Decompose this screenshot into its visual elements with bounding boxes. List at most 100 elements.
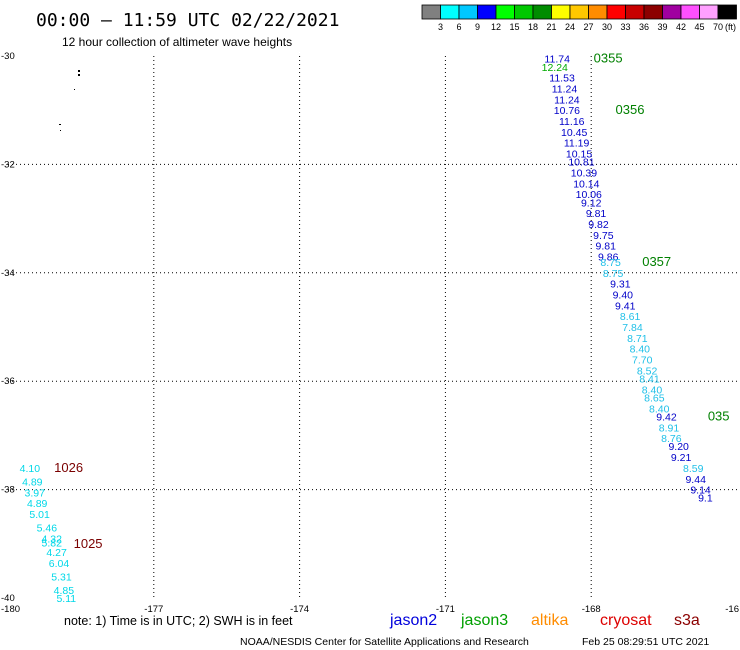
data-label: 8.71: [627, 333, 648, 345]
color-swatch: [532, 4, 552, 20]
data-label: 7.84: [622, 322, 643, 334]
color-swatch: [643, 4, 663, 20]
data-label: 9.21: [671, 452, 692, 464]
data-label: 9.31: [610, 279, 631, 291]
time-annotation: 0356: [616, 102, 645, 117]
color-swatch: [662, 4, 682, 20]
color-swatch: [625, 4, 645, 20]
legend-entry: jason2: [389, 612, 437, 629]
data-label: 8.75: [603, 268, 624, 280]
color-swatch: [551, 4, 571, 20]
data-label: 12.24: [542, 62, 568, 74]
data-label: 8.40: [649, 403, 670, 415]
color-swatch: [514, 4, 534, 20]
annotations: 0355 0356 0357 035 1026 1025: [54, 51, 729, 551]
data-label: 11.19: [564, 138, 590, 150]
data-label: 10.76: [554, 105, 580, 117]
data-label: 5.46: [37, 523, 58, 535]
color-swatch: [588, 4, 608, 20]
data-label: 9.75: [593, 230, 614, 242]
x-tick-label: -174: [290, 604, 309, 615]
data-label: 8.41: [639, 373, 660, 385]
data-label: 9.14: [690, 485, 711, 497]
y-tick-label: -32: [1, 159, 15, 170]
color-bin-label: 18: [528, 22, 538, 32]
y-tick-label: -38: [1, 485, 15, 496]
time-annotation: 0357: [642, 254, 671, 269]
chart-title: 00:00 – 11:59 UTC 02/22/2021: [36, 10, 339, 31]
data-label: 11.24: [552, 84, 578, 96]
color-bin-label: 27: [583, 22, 593, 32]
data-label: 6.04: [49, 558, 70, 570]
x-tick-label: -16: [725, 604, 739, 615]
color-bin-label: 3: [438, 22, 443, 32]
color-bin-label: 24: [565, 22, 575, 32]
color-swatch: [477, 4, 497, 20]
y-tick-label: -30: [1, 51, 15, 62]
data-label: 5.11: [56, 593, 76, 605]
y-tick-label: -34: [1, 268, 15, 279]
data-points: 11.7411.5311.2411.2410.7611.1610.4511.19…: [20, 54, 713, 605]
legend-entry: s3a: [674, 612, 700, 629]
axes: -180 -177 -174 -171 -168 -16 -30 -32 -34 -36 -38 -4…: [1, 51, 739, 615]
color-swatch: [699, 4, 719, 20]
color-swatch: [717, 4, 737, 20]
color-scale-unit: (ft): [725, 22, 736, 32]
stray-dots: [59, 70, 80, 131]
legend-entry: jason3: [460, 612, 508, 629]
color-bin-label: 6: [456, 22, 461, 32]
time-annotation: 1026: [54, 460, 83, 475]
data-label: 9.81: [596, 241, 617, 253]
credit-line: NOAA/NESDIS Center for Satellite Applica…: [240, 636, 529, 648]
data-label: 11.53: [549, 73, 575, 85]
data-label: 8.59: [683, 463, 704, 475]
color-bin-label: 30: [602, 22, 612, 32]
color-swatch: [495, 4, 515, 20]
color-swatch: [680, 4, 700, 20]
timestamp: Feb 25 08:29:51 UTC 2021: [582, 636, 709, 648]
data-label: 10.06: [576, 189, 602, 201]
data-label: 9.42: [656, 411, 677, 423]
data-label: 8.75: [600, 257, 621, 269]
color-swatch: [421, 4, 441, 20]
chart-subtitle: 12 hour collection of altimeter wave hei…: [62, 35, 292, 49]
legend: jason2 jason3 altika cryosat s3a: [389, 612, 700, 629]
data-label: 9.41: [615, 300, 636, 312]
data-label: 7.70: [632, 355, 653, 367]
data-label: 9.40: [613, 289, 634, 301]
color-bin-label: 21: [546, 22, 556, 32]
data-label: 9.20: [668, 441, 689, 453]
time-annotation: 035: [708, 408, 730, 423]
data-label: 8.61: [620, 311, 641, 323]
data-label: 8.52: [637, 365, 658, 377]
data-label: 10.45: [561, 127, 587, 139]
data-label: 11.16: [559, 116, 585, 128]
data-label: 4.89: [22, 476, 43, 488]
y-tick-label: -36: [1, 376, 15, 387]
data-label: 10.14: [573, 178, 599, 190]
color-scale: 3 6 9 12 15 18 21 24 27 30 33 36 39 42 45 70 (ft): [421, 4, 737, 32]
color-swatch: [440, 4, 460, 20]
data-label: 9.44: [685, 474, 706, 486]
data-label: 11.24: [554, 94, 580, 106]
data-label: 4.89: [27, 498, 48, 510]
x-tick-label: -168: [582, 604, 601, 615]
color-bin-label: 12: [491, 22, 501, 32]
data-label: 4.85: [54, 585, 75, 597]
data-label: 10.81: [568, 157, 594, 169]
color-swatch: [569, 4, 589, 20]
time-annotation: 0355: [594, 51, 623, 66]
data-label: 3.97: [25, 487, 46, 499]
legend-entry: cryosat: [600, 612, 652, 629]
color-swatch: [606, 4, 626, 20]
data-label: 11.74: [544, 54, 570, 66]
data-label: 5.01: [29, 509, 50, 521]
time-annotation: 1025: [74, 536, 103, 551]
data-label: 9.81: [586, 208, 607, 220]
x-tick-label: -171: [436, 604, 455, 615]
x-tick-label: -177: [144, 604, 163, 615]
color-bin-label: 33: [620, 22, 630, 32]
data-label: 4.32: [42, 533, 63, 545]
